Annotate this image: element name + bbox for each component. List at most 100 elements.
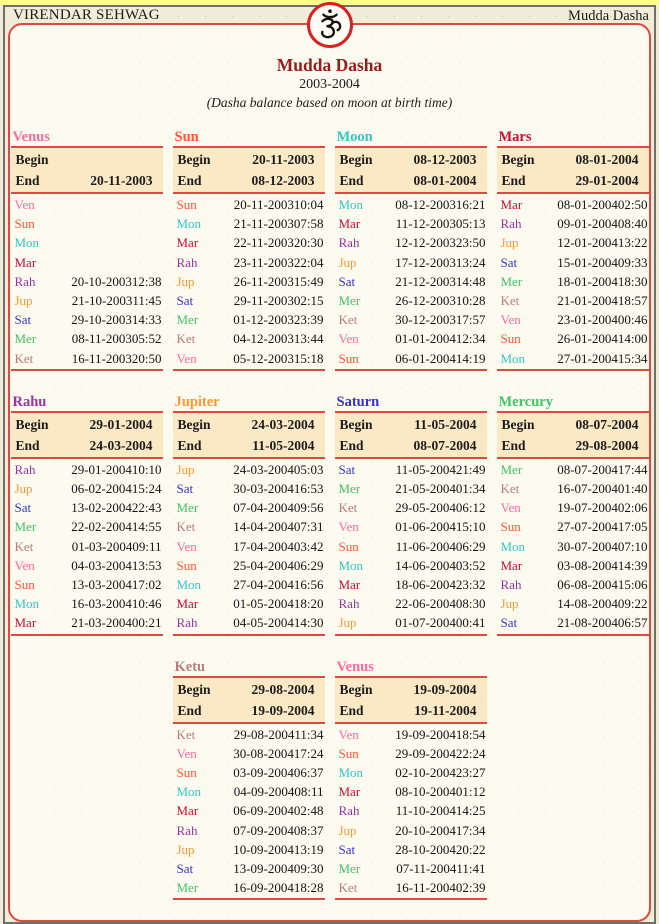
begin-row: Begin 29-08-2004	[173, 679, 325, 700]
dasha-table-saturn: Saturn Begin 11-05-2004 End 08-07-2004 S…	[334, 393, 487, 636]
end-row: End 29-08-2004	[497, 435, 649, 456]
dasha-sub-period-row: Ven 01-01-200412:34	[335, 329, 487, 348]
dasha-table-title: Venus	[12, 129, 50, 145]
dasha-sub-period-row: Mon 04-09-200408:11	[173, 782, 325, 801]
planet-label: Ket	[14, 538, 34, 554]
sub-period-datetime: 01-06-200415:10	[395, 519, 486, 535]
dasha-table-rahu: Rahu Begin 29-01-2004 End 24-03-2004 Rah…	[10, 393, 163, 636]
planet-label: Sun	[338, 745, 359, 761]
begin-row: Begin 08-01-2004	[497, 149, 649, 170]
dasha-sub-period-row: Jup 12-01-200413:22	[497, 233, 649, 252]
dasha-sub-period-row: Mon 08-12-200316:21	[335, 195, 487, 214]
end-date: 08-07-2004	[413, 437, 477, 453]
dasha-sub-periods: Mer 08-07-200417:44 Ket 16-07-200401:40 Ven 1…	[496, 459, 649, 636]
begin-label: Begin	[177, 152, 211, 167]
planet-label: Ket	[176, 726, 196, 742]
dasha-sub-period-row: Mon 16-03-200410:46	[11, 594, 163, 613]
planet-label: Mon	[176, 577, 202, 593]
dasha-sub-period-row: Ket 29-05-200406:12	[335, 498, 487, 517]
begin-date: 08-07-2004	[575, 416, 639, 432]
sub-period-datetime: 18-06-200423:32	[395, 577, 486, 593]
begin-label: Begin	[177, 681, 211, 697]
sub-period-datetime: 23-11-200322:04	[233, 254, 324, 270]
dasha-sub-period-row: Rah 12-12-200323:50	[335, 233, 487, 252]
planet-label: Jup	[176, 273, 195, 289]
planet-label: Ven	[338, 519, 359, 535]
planet-label: Mar	[500, 557, 523, 573]
planet-label: Sat	[500, 254, 518, 270]
sub-period-datetime: 01-05-200418:20	[233, 596, 324, 612]
sub-period-datetime: 09-01-200408:40	[557, 216, 648, 232]
dasha-sub-period-row: Mar 21-03-200400:21	[11, 613, 163, 632]
sub-period-datetime: 13-09-200409:30	[233, 861, 324, 877]
dasha-sub-period-row: Mar 01-05-200418:20	[173, 594, 325, 613]
planet-label: Mer	[338, 293, 361, 309]
planet-label: Jup	[176, 841, 195, 857]
dasha-sub-period-row: Mar 06-09-200402:48	[173, 801, 325, 820]
dasha-sub-period-row: Jup 10-09-200413:19	[173, 840, 325, 859]
sub-period-datetime: 30-12-200317:57	[395, 312, 486, 328]
planet-label: Sun	[14, 577, 35, 593]
dasha-sub-period-row: Mon 30-07-200407:10	[497, 537, 649, 556]
planet-label: Rah	[176, 822, 198, 838]
planet-label: Ven	[338, 331, 359, 347]
planet-label: Mon	[338, 765, 364, 781]
begin-date: 29-01-2004	[89, 416, 153, 432]
dasha-sub-period-row: Rah 20-10-200312:38	[11, 272, 163, 291]
dasha-table-title: Sun	[174, 129, 199, 145]
planet-label: Rah	[500, 577, 522, 593]
planet-label: Ket	[176, 519, 196, 535]
dasha-sub-period-row: Ket 04-12-200313:44	[173, 329, 325, 348]
planet-label: Mar	[338, 216, 361, 232]
dasha-sub-period-row: Mer 08-11-200305:52	[11, 329, 163, 348]
planet-label: Mar	[338, 577, 361, 593]
planet-label: Rah	[176, 254, 198, 270]
dasha-sub-period-row: Jup 20-10-200417:34	[335, 821, 487, 840]
dasha-table-venus: Venus Begin 19-09-2004 End 19-11-2004 Ve…	[334, 658, 487, 901]
end-label: End	[177, 437, 202, 453]
sub-period-datetime: 16-11-200320:50	[71, 350, 162, 366]
dasha-table-ketu: Ketu Begin 29-08-2004 End 19-09-2004 Ket…	[172, 658, 325, 901]
sub-period-datetime: 12-01-200413:22	[557, 235, 648, 251]
end-date: 29-08-2004	[575, 437, 639, 453]
dasha-sub-period-row: Ven 17-04-200403:42	[173, 537, 325, 556]
dasha-sub-period-row: Ket 16-11-200402:39	[335, 878, 487, 897]
dasha-sub-periods: Sun 20-11-200310:04 Mon 21-11-200307:58 Mar 2…	[172, 194, 325, 371]
dasha-sub-period-row: Rah 07-09-200408:37	[173, 821, 325, 840]
dasha-begin-end-box: Begin 20-11-2003 End 08-12-2003	[172, 146, 325, 194]
sub-period-datetime: 01-03-200409:11	[71, 538, 162, 554]
dasha-sub-period-row: Ven 05-12-200315:18	[173, 349, 325, 368]
dasha-sub-period-row: Ket 30-12-200317:57	[335, 310, 487, 329]
dasha-sub-period-row: Mer 26-12-200310:28	[335, 291, 487, 310]
planet-label: Ven	[500, 500, 521, 516]
begin-label: Begin	[339, 152, 373, 167]
om-glyph	[320, 9, 341, 39]
dasha-table-title: Venus	[336, 658, 374, 675]
begin-row: Begin 20-11-2003	[173, 149, 325, 170]
planet-label: Jup	[338, 615, 357, 631]
dasha-sub-period-row: Sun 11-06-200406:29	[335, 537, 487, 556]
begin-label: Begin	[177, 416, 211, 432]
end-row: End 11-05-2004	[173, 435, 325, 456]
dasha-begin-end-box: Begin 29-08-2004 End 19-09-2004	[172, 675, 325, 724]
end-date: 08-12-2003	[251, 173, 315, 188]
planet-label: Sat	[338, 841, 356, 857]
sub-period-datetime: 21-12-200314:48	[395, 273, 486, 289]
dasha-sub-period-row: Mar 11-12-200305:13	[335, 214, 487, 233]
sub-period-datetime: 29-05-200406:12	[395, 500, 486, 516]
sub-period-datetime: 29-09-200422:24	[395, 745, 486, 761]
planet-label: Jup	[500, 596, 519, 612]
dasha-sub-period-row: Mer 16-09-200418:28	[173, 878, 325, 897]
dasha-sub-period-row: Mon 02-10-200423:27	[335, 763, 487, 782]
planet-label: Jup	[14, 293, 33, 309]
planet-label: Mon	[14, 596, 40, 612]
dasha-sub-period-row: Sat 13-02-200422:43	[11, 498, 163, 517]
sub-period-datetime: 11-10-200414:25	[395, 803, 486, 819]
planet-label: Ket	[14, 350, 34, 366]
sub-period-datetime: 01-01-200412:34	[395, 331, 486, 347]
end-label: End	[177, 702, 202, 718]
dasha-sub-period-row: Ven 19-07-200402:06	[497, 498, 649, 517]
dasha-sub-period-row: Ket 29-08-200411:34	[173, 725, 325, 744]
planet-label: Mon	[338, 557, 364, 573]
dasha-sub-period-row: Sun 03-09-200406:37	[173, 763, 325, 782]
